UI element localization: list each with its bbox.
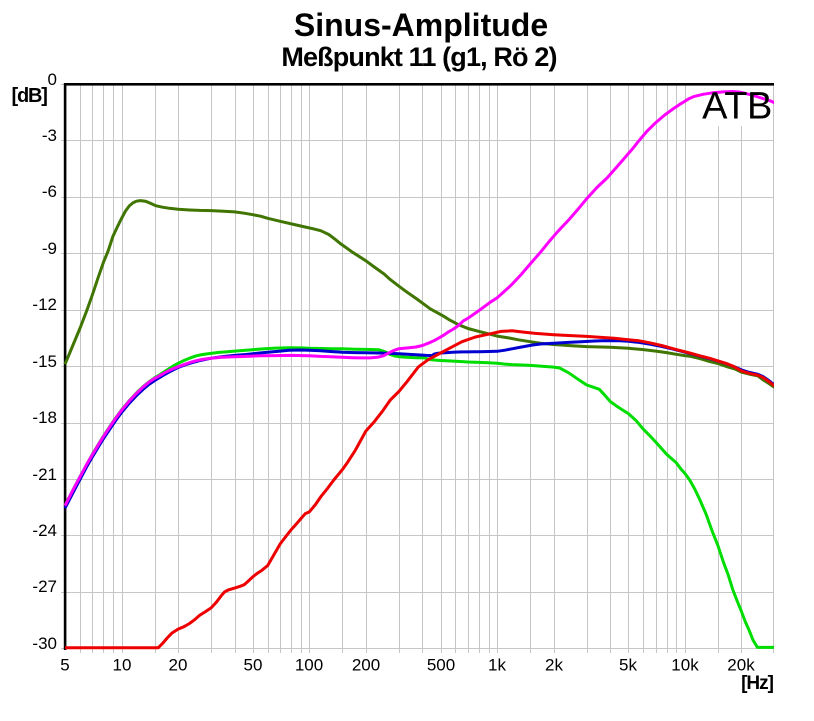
- svg-text:[Hz]: [Hz]: [741, 673, 774, 694]
- svg-text:5k: 5k: [619, 656, 637, 675]
- svg-text:-6: -6: [42, 182, 57, 201]
- svg-text:-27: -27: [32, 577, 57, 596]
- svg-text:-15: -15: [32, 352, 57, 371]
- svg-text:500: 500: [427, 656, 455, 675]
- svg-text:100: 100: [295, 656, 323, 675]
- svg-text:10k: 10k: [671, 656, 699, 675]
- svg-text:-3: -3: [42, 126, 57, 145]
- svg-text:-18: -18: [32, 408, 57, 427]
- svg-text:-24: -24: [32, 521, 57, 540]
- svg-text:-9: -9: [42, 239, 57, 258]
- svg-text:20: 20: [169, 656, 188, 675]
- svg-text:Sinus-Amplitude: Sinus-Amplitude: [294, 7, 548, 43]
- svg-text:ATB: ATB: [702, 86, 772, 128]
- svg-text:0: 0: [48, 70, 57, 89]
- svg-text:20k: 20k: [727, 656, 755, 675]
- svg-text:50: 50: [244, 656, 263, 675]
- svg-text:-30: -30: [32, 634, 57, 653]
- svg-text:[dB]: [dB]: [12, 85, 48, 107]
- svg-text:-12: -12: [32, 295, 57, 314]
- svg-text:10: 10: [113, 656, 132, 675]
- svg-text:1k: 1k: [488, 656, 506, 675]
- svg-text:2k: 2k: [545, 656, 563, 675]
- svg-text:Meßpunkt 11 (g1, Rö 2): Meßpunkt 11 (g1, Rö 2): [281, 42, 556, 72]
- svg-text:-21: -21: [32, 465, 57, 484]
- svg-text:200: 200: [352, 656, 380, 675]
- svg-text:5: 5: [60, 656, 69, 675]
